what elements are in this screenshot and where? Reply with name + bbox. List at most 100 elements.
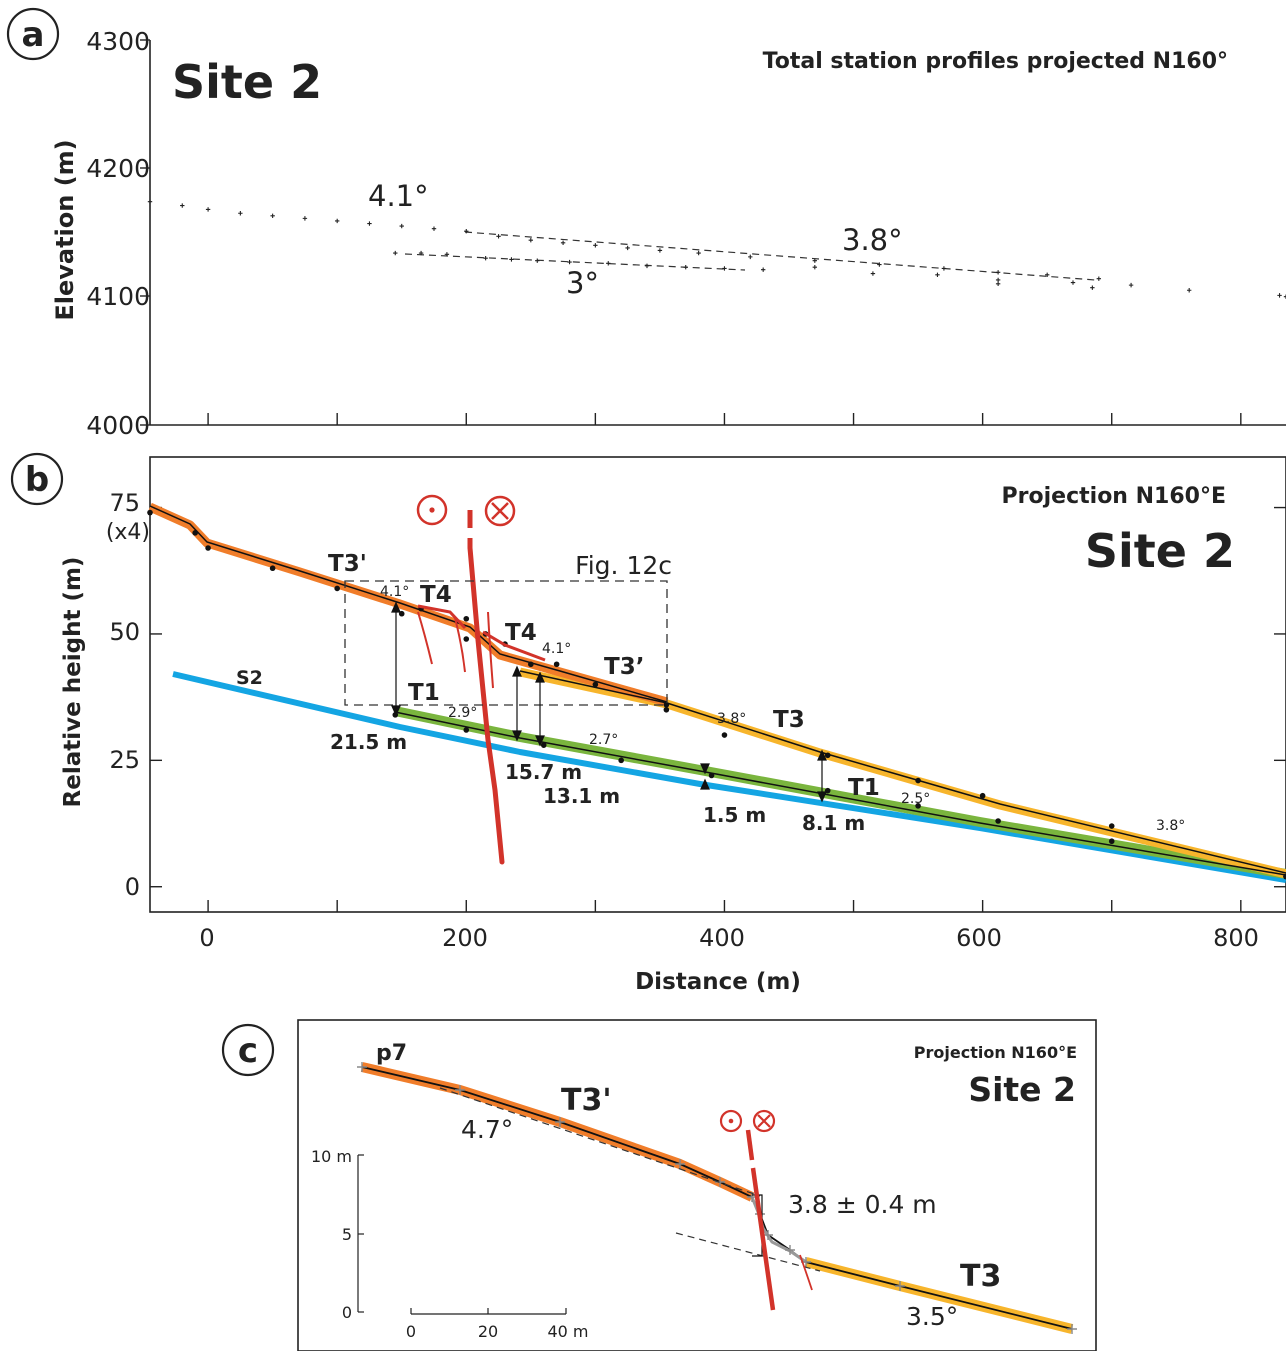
survey-point	[761, 268, 765, 272]
survey-point	[180, 203, 184, 207]
offset-arrows	[392, 603, 826, 801]
survey-point	[496, 234, 500, 238]
survey-point	[432, 226, 436, 230]
out-of-page-dot	[429, 507, 434, 512]
offset-label: 3.8 ± 0.4 m	[788, 1190, 937, 1219]
survey-point	[1109, 823, 1115, 829]
inset-box-label: Fig. 12c	[575, 551, 672, 580]
panel-a-angle-label: 4.1°	[368, 179, 429, 213]
survey-point	[942, 266, 946, 270]
survey-point	[658, 248, 662, 252]
surface-label-t3prime: T3'	[328, 551, 367, 577]
series-t1-band	[395, 711, 1286, 874]
panel-a-ytick-label: 4100	[86, 282, 150, 311]
survey-point	[606, 261, 610, 265]
survey-point	[334, 586, 340, 592]
survey-point	[748, 255, 752, 259]
scale-bar-label: 20	[478, 1322, 498, 1341]
panel-a-ytick-label: 4300	[86, 27, 150, 56]
series-t3prime-band	[150, 507, 667, 702]
survey-point	[664, 707, 670, 713]
surface-label-t3prime: T3’	[604, 654, 644, 680]
panel-b-ytick-label: 0	[125, 873, 140, 901]
offset-label: 1.5 m	[703, 803, 766, 827]
survey-point	[554, 661, 560, 667]
panel-a-letter: a	[22, 15, 45, 55]
survey-point	[1109, 838, 1115, 844]
panel-a-y-axis-label: Elevation (m)	[51, 139, 79, 320]
survey-point	[722, 266, 726, 270]
surface-label-t4: T4	[505, 620, 537, 646]
surface-label-t3prime: T3'	[561, 1083, 612, 1118]
survey-point	[995, 818, 1001, 824]
scale-bar-label: 0	[342, 1303, 352, 1322]
survey-point	[709, 773, 715, 779]
into-page-cross	[758, 1115, 770, 1127]
survey-point	[561, 241, 565, 245]
angle-label: 2.7°	[589, 732, 618, 748]
survey-point	[303, 216, 307, 220]
survey-point	[935, 273, 939, 277]
survey-point	[593, 243, 597, 247]
panel-b-ytick-label: 75	[109, 489, 140, 517]
angle-label: 4.1°	[380, 584, 409, 600]
angle-label: 4.1°	[542, 641, 571, 657]
panel-c-title: Projection N160°E	[914, 1043, 1077, 1062]
survey-point	[367, 221, 371, 225]
surface-label-s2: S2	[236, 667, 263, 689]
angle-label: 3.5°	[906, 1302, 958, 1331]
panel-a-site-label: Site 2	[172, 55, 322, 109]
survey-point	[1090, 285, 1094, 289]
survey-point	[463, 727, 469, 733]
panel-b-yscale-note: (x4)	[106, 520, 150, 545]
panel-b-xtick-label: 800	[1213, 924, 1259, 952]
survey-point	[270, 565, 276, 571]
panel-a: a 4300 4200 4100 4000 Elevation (m) Site…	[8, 9, 1286, 440]
survey-point	[645, 264, 649, 268]
panel-b-ytick-label: 50	[109, 618, 140, 646]
survey-point	[238, 211, 242, 215]
survey-point	[147, 510, 153, 516]
survey-point	[567, 260, 571, 264]
panel-c-site-label: Site 2	[968, 1070, 1076, 1109]
survey-point	[696, 251, 700, 255]
panel-c: c Projection N160°E Site 2 10 m 5 0 0 20…	[223, 1020, 1096, 1351]
surface-label-t1: T1	[408, 680, 440, 706]
offset-label: 13.1 m	[543, 784, 620, 808]
surface-label-t3: T3	[960, 1259, 1001, 1294]
survey-point	[463, 616, 469, 622]
survey-point	[996, 278, 1000, 282]
survey-point	[205, 545, 211, 551]
offset-label: 15.7 m	[505, 760, 582, 784]
angle-label: 2.9°	[448, 705, 477, 721]
survey-point	[335, 219, 339, 223]
panel-a-angle-label: 3°	[566, 266, 599, 300]
survey-point	[593, 682, 599, 688]
panel-b-x-axis-label: Distance (m)	[635, 969, 801, 995]
survey-point	[393, 251, 397, 255]
out-of-page-dot	[729, 1119, 734, 1124]
panel-a-title: Total station profiles projected N160°	[763, 49, 1228, 74]
scale-bar-label: 40 m	[547, 1322, 588, 1341]
survey-point	[192, 530, 198, 536]
survey-point	[722, 732, 728, 738]
survey-point	[825, 752, 831, 758]
survey-point	[996, 282, 1000, 286]
survey-point	[148, 200, 152, 204]
survey-point	[1187, 288, 1191, 292]
panel-b-site-label: Site 2	[1085, 524, 1235, 578]
trendline-lower	[676, 1233, 820, 1271]
panel-b-xtick-label: 400	[699, 924, 745, 952]
survey-point	[813, 265, 817, 269]
survey-point	[509, 257, 513, 261]
survey-point	[618, 758, 624, 764]
panel-a-trendline-upper	[465, 232, 1095, 280]
into-page-cross	[492, 503, 508, 519]
survey-point	[684, 265, 688, 269]
fault-splay	[418, 612, 432, 664]
panel-b-y-axis-label: Relative height (m)	[60, 557, 86, 808]
panel-c-letter: c	[238, 1031, 258, 1071]
series-t3prime-band	[362, 1067, 752, 1197]
panel-b: b 75 (x4) 50 25 0 0 200 400 600 800 Dist…	[12, 454, 1286, 995]
